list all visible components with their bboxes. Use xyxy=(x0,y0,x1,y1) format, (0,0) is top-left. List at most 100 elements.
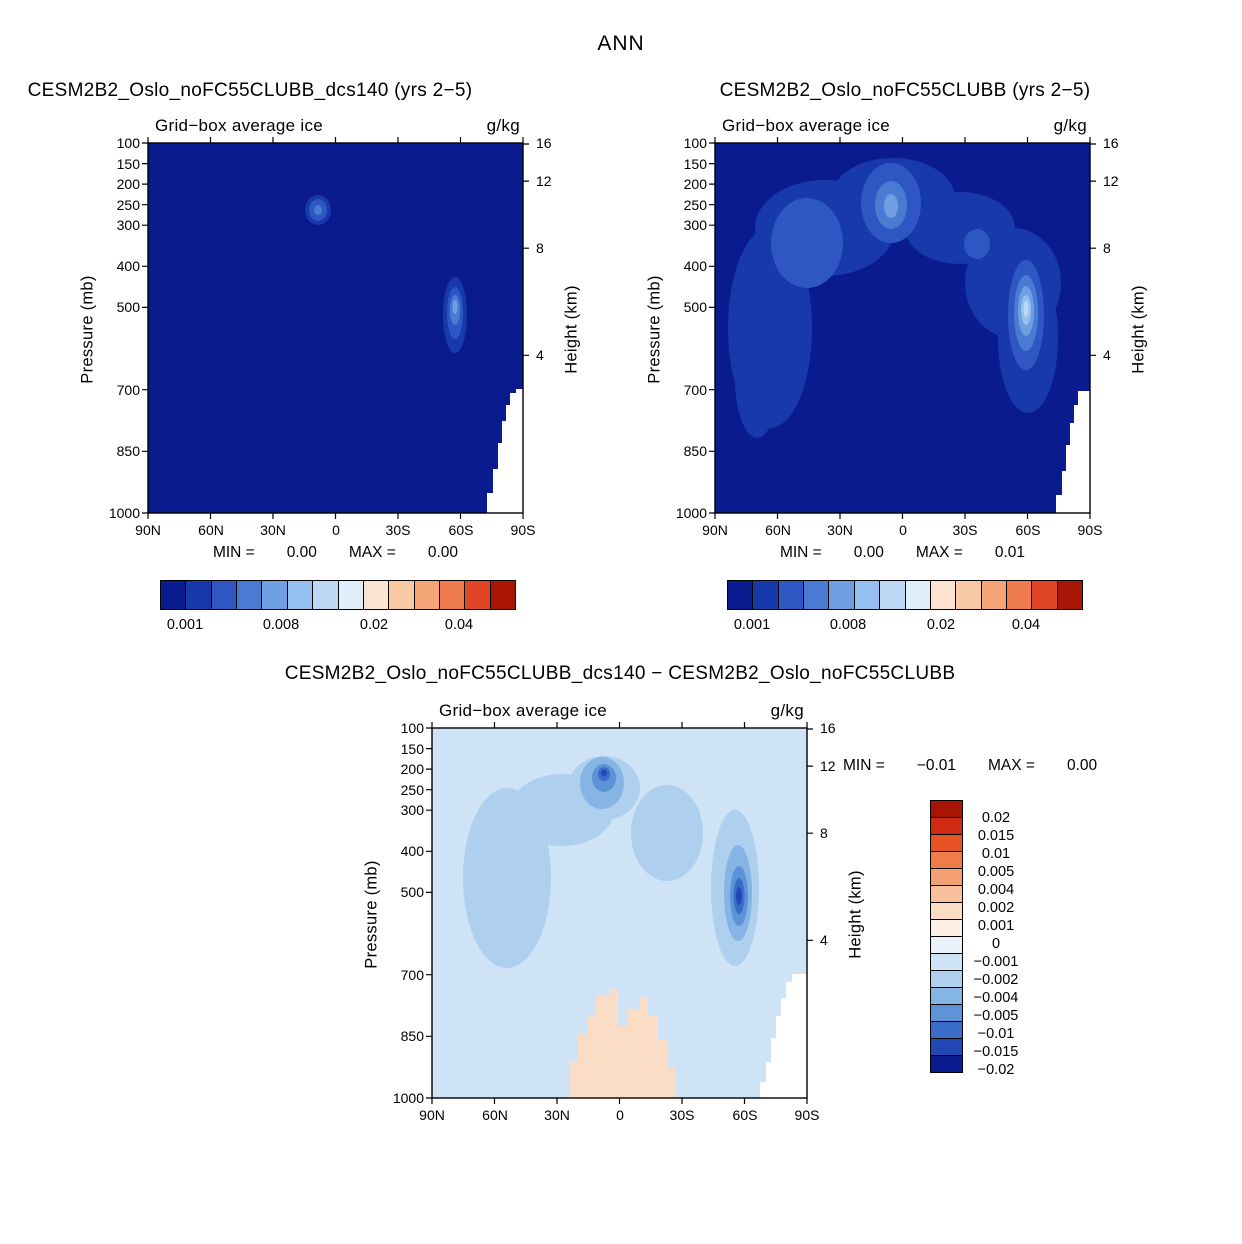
p1-lat-tick: 0 xyxy=(332,522,340,538)
colorbar-cell xyxy=(261,580,288,610)
colorbar-cell xyxy=(438,580,466,610)
p2-pressure-axis-label: Pressure (mb) xyxy=(645,275,664,384)
colorbar-cell xyxy=(286,580,314,610)
p1-height-tick: 16 xyxy=(536,135,552,151)
p1-colorbar-label: 0.001 xyxy=(166,617,204,633)
p2-colorbar-label: 0.001 xyxy=(733,617,771,633)
p3-colorbar-label: −0.002 xyxy=(973,972,1019,988)
p1-max-label: MAX = xyxy=(348,544,396,561)
colorbar-cell xyxy=(777,580,805,610)
p1-pressure-tick: 500 xyxy=(116,299,140,315)
p3-neg-seg xyxy=(631,785,703,881)
colorbar-cell xyxy=(955,580,982,610)
colorbar-cell xyxy=(930,851,963,869)
p2-minmax: MIN = 0.00 MAX = 0.01 xyxy=(715,544,1090,562)
p3-lat-tick: 0 xyxy=(616,1107,624,1123)
p3-pressure-tick: 500 xyxy=(400,884,424,900)
p3-pressure-tick: 300 xyxy=(400,802,424,818)
p2-pressure-tick: 700 xyxy=(683,382,707,398)
p3-colorbar-label: 0 xyxy=(991,936,1001,952)
p1-pressure-tick: 400 xyxy=(116,258,140,274)
panel2-title: CESM2B2_Oslo_noFC55CLUBB (yrs 2−5) xyxy=(719,80,1091,101)
p1-height-axis-label: Height (km) xyxy=(562,285,581,374)
colorbar-cell xyxy=(160,580,187,610)
p2-pressure-tick: 300 xyxy=(683,217,707,233)
p1-height-tick: 12 xyxy=(536,173,552,189)
colorbar-cell xyxy=(1005,580,1033,610)
p1-lat-tick: 90S xyxy=(510,522,536,538)
colorbar-cell xyxy=(413,580,440,610)
p2-max-value: 0.01 xyxy=(994,544,1026,561)
p3-colorbar-label: −0.01 xyxy=(977,1026,1015,1042)
colorbar-cell xyxy=(185,580,212,610)
p3-max-label: MAX = xyxy=(988,757,1035,774)
p2-lat-tick: 60S xyxy=(1015,522,1041,538)
p3-colorbar xyxy=(930,800,963,1073)
colorbar-cell xyxy=(930,970,963,988)
panel3-title: CESM2B2_Oslo_noFC55CLUBB_dcs140 − CESM2B… xyxy=(284,663,956,684)
p1-background-fill xyxy=(148,143,523,513)
colorbar-cell xyxy=(828,580,855,610)
p3-colorbar-label: 0.004 xyxy=(977,882,1015,898)
p2-min-label: MIN = xyxy=(779,544,822,561)
colorbar-cell xyxy=(1031,580,1058,610)
p3-height-tick: 12 xyxy=(820,758,836,774)
colorbar-cell xyxy=(236,580,263,610)
p3-colorbar-label: 0.01 xyxy=(981,846,1011,862)
p2-tropics-blob-l4 xyxy=(884,194,898,218)
p3-pressure-tick: 1000 xyxy=(392,1090,424,1106)
p3-height-tick: 8 xyxy=(820,825,828,841)
p3-surface-positive-anomaly xyxy=(570,990,676,1098)
colorbar-cell xyxy=(930,1055,963,1073)
colorbar-cell xyxy=(879,580,906,610)
panel1-units: g/kg xyxy=(486,116,520,135)
p2-colorbar-label: 0.008 xyxy=(829,617,867,633)
p1-colorbar xyxy=(160,580,517,610)
p3-colorbar-label: 0.001 xyxy=(977,918,1015,934)
p3-pressure-tick: 200 xyxy=(400,761,424,777)
p2-lat-tick: 90S xyxy=(1077,522,1103,538)
p2-30s-blob-l2 xyxy=(964,229,990,259)
p2-height-tick: 8 xyxy=(1103,240,1111,256)
p1-lat-tick: 30S xyxy=(385,522,411,538)
p2-pressure-tick: 1000 xyxy=(675,505,707,521)
figure-title: ANN xyxy=(597,32,645,55)
p2-pressure-tick: 250 xyxy=(683,197,707,213)
colorbar-cell xyxy=(930,817,963,835)
p3-lat-tick: 30N xyxy=(544,1107,570,1123)
p3-pressure-tick: 400 xyxy=(400,843,424,859)
panel1-title: CESM2B2_Oslo_noFC55CLUBB_dcs140 (yrs 2−5… xyxy=(27,80,473,101)
p2-colorbar xyxy=(727,580,1084,610)
p3-height-axis-label: Height (km) xyxy=(846,870,865,959)
p1-lat-tick: 60N xyxy=(198,522,224,538)
colorbar-cell xyxy=(727,580,754,610)
p3-lat-tick: 90S xyxy=(794,1107,820,1123)
colorbar-cell xyxy=(210,580,238,610)
p1-height-tick: 4 xyxy=(536,347,544,363)
p2-lat-tick: 0 xyxy=(899,522,907,538)
p1-lat-tick: 30N xyxy=(260,522,286,538)
colorbar-cell xyxy=(489,580,517,610)
p1-pressure-tick: 1000 xyxy=(108,505,140,521)
colorbar-cell xyxy=(930,868,963,886)
p2-height-axis-label: Height (km) xyxy=(1129,285,1148,374)
p1-antarctic-terrain xyxy=(487,389,523,513)
p2-min-value: 0.00 xyxy=(853,544,884,561)
p3-pressure-tick: 100 xyxy=(400,720,424,736)
panel1-subtitle: Grid−box average ice xyxy=(155,116,324,135)
p3-colorbar-label: −0.004 xyxy=(973,990,1019,1006)
p1-pressure-tick: 250 xyxy=(116,197,140,213)
p3-lat-tick: 90N xyxy=(419,1107,445,1123)
colorbar-cell xyxy=(930,1004,963,1022)
p3-pressure-tick: 150 xyxy=(400,741,424,757)
p2-pressure-tick: 400 xyxy=(683,258,707,274)
colorbar-cell xyxy=(803,580,830,610)
colorbar-cell xyxy=(930,987,963,1005)
p3-colorbar-label: 0.015 xyxy=(977,828,1015,844)
p3-height-tick: 16 xyxy=(820,720,836,736)
p2-colorbar-label: 0.04 xyxy=(1011,617,1041,633)
p2-pressure-tick: 150 xyxy=(683,156,707,172)
panel3-subtitle: Grid−box average ice xyxy=(439,701,608,720)
colorbar-cell xyxy=(362,580,390,610)
p1-minmax: MIN = 0.00 MAX = 0.00 xyxy=(148,544,523,562)
